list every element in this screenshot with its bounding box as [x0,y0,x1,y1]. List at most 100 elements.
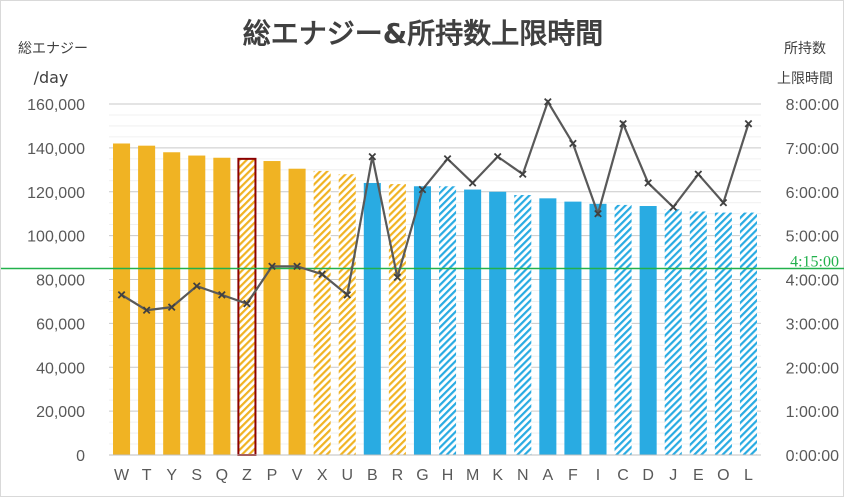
line-point-S [192,282,201,290]
right-axis-tick-label: 7:00:00 [786,141,839,158]
axis-labels: 0 20,000 40,000 60,000 80,000 100,000 120,000 1… [27,97,839,484]
left-axis-tick-label: 20,000 [36,404,85,421]
x-category-label: Z [242,467,252,484]
right-axis-label-line-1: 所持数 [784,41,826,57]
x-category-label: S [191,467,202,484]
bar-S [188,155,206,455]
bar-E [689,211,707,455]
x-category-label: H [442,467,454,484]
right-axis-tick-label: 8:00:00 [786,97,839,114]
left-axis-tick-label: 80,000 [36,273,85,290]
line-point-X [318,270,326,279]
x-category-label: V [292,467,303,484]
line-point-F [569,139,577,148]
left-axis-tick-label: 60,000 [36,316,85,333]
left-axis-tick-label: 160,000 [27,97,85,114]
left-axis-label-line-2: /day [34,68,69,87]
bar-J [664,209,682,455]
x-category-label: W [114,467,130,484]
reference-line-label: 4:15:00 [790,254,839,271]
left-axis-tick-label: 120,000 [27,185,85,202]
x-category-label: A [543,467,554,484]
line-point-J [669,203,678,211]
line-series [117,97,753,315]
reference-line-group: 4:15:00 [1,254,844,271]
line-point-D [644,179,652,187]
x-category-label: Q [216,467,228,484]
bar-T [138,145,156,455]
line-point-P [268,262,276,271]
bar-Y [163,152,181,455]
right-axis-tick-label: 4:00:00 [786,273,839,290]
bar-M [464,189,482,455]
bar-N [514,195,532,455]
line-point-L [744,119,753,128]
line-point-C [619,119,627,128]
right-axis-tick-label: 2:00:00 [786,360,839,377]
line-point-G [418,185,427,194]
left-axis-tick-label: 40,000 [36,360,85,377]
line-point-R [393,273,402,282]
line-point-M [468,179,477,187]
x-category-label: D [642,467,654,484]
time-line [120,99,750,312]
line-point-V [293,262,301,271]
line-point-W [117,291,126,299]
line-point-Z [243,299,251,308]
right-axis-tick-label: 3:00:00 [786,316,839,333]
line-point-I [594,209,602,218]
line-point-B [368,152,377,161]
x-category-label: C [617,467,629,484]
x-category-label: T [142,467,152,484]
left-axis-tick-label: 140,000 [27,141,85,158]
x-category-label: J [669,467,677,484]
x-category-label: R [392,467,404,484]
right-axis-tick-label: 5:00:00 [786,229,839,246]
x-category-label: Y [166,467,177,484]
line-point-O [719,198,728,207]
bar-X [313,170,331,456]
x-category-label: G [416,467,428,484]
bar-O [714,212,732,455]
right-axis-tick-label: 1:00:00 [786,404,839,421]
x-category-label: M [466,467,479,484]
bar-R [388,184,406,455]
bar-F [564,201,582,455]
x-category-label: O [717,467,729,484]
x-category-label: I [596,467,600,484]
bar-B [363,182,381,455]
bar-I [589,203,607,455]
x-category-label: E [693,467,704,484]
line-point-E [694,170,703,179]
bar-W [113,143,131,456]
line-point-K [493,152,502,161]
x-category-label: L [744,467,753,484]
line-point-N [518,170,527,179]
line-point-U [343,291,352,299]
bar-H [439,186,457,455]
x-category-label: X [317,467,328,484]
bar-V [288,168,306,455]
left-axis-label-line-1: 総エナジー [18,41,88,57]
chart-title: 総エナジー&所持数上限時間 [243,17,603,50]
bar-P [263,161,281,455]
bar-Q [213,157,231,455]
left-axis-tick-label: 100,000 [27,229,85,246]
line-point-Q [218,291,226,299]
right-axis-tick-label: 6:00:00 [786,185,839,202]
line-point-A [544,97,552,106]
bar-Z [237,157,257,456]
x-category-label: K [492,467,503,484]
bar-K [489,191,507,455]
x-category-label: P [267,467,278,484]
line-point-Y [167,303,176,311]
bar-series [109,143,761,456]
left-axis-tick-label: 0 [76,448,85,465]
x-category-label: U [341,467,353,484]
x-category-label: N [517,467,529,484]
bar-D [639,206,657,455]
x-category-label: B [367,467,378,484]
bar-L [739,212,757,455]
right-axis-label-line-2: 上限時間 [777,71,833,87]
